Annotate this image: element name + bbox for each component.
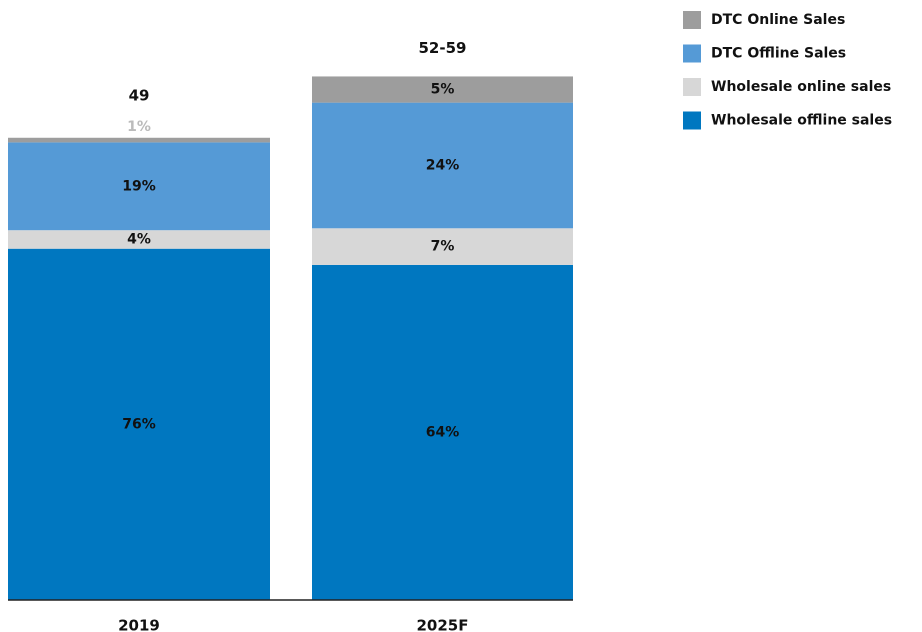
- legend-swatch: [683, 11, 701, 29]
- legend-label: DTC Online Sales: [711, 12, 845, 28]
- value-label: 64%: [426, 424, 460, 440]
- bar-segment: [8, 248, 270, 600]
- legend-label: Wholesale offline sales: [711, 113, 892, 129]
- legend-swatch: [683, 78, 701, 96]
- bar-segment: [312, 102, 573, 229]
- legend-swatch: [683, 111, 701, 130]
- x-tick-label: 2025F: [417, 617, 469, 632]
- total-label: 49: [129, 86, 150, 104]
- value-label: 4%: [127, 231, 151, 247]
- bar-segment: [8, 142, 270, 231]
- value-label: 5%: [431, 82, 455, 98]
- bar-segment: [312, 264, 573, 600]
- value-label: 76%: [122, 416, 156, 432]
- x-tick-label: 2019: [118, 617, 160, 632]
- value-label: 24%: [426, 157, 460, 173]
- legend-swatch: [683, 44, 701, 63]
- bar-segment: [8, 230, 270, 249]
- bar-segment: [312, 76, 573, 103]
- bar-segment: [8, 137, 270, 143]
- value-label: 1%: [127, 119, 151, 135]
- value-label: 7%: [431, 239, 455, 255]
- value-label: 19%: [122, 178, 156, 194]
- legend-label: DTC Offline Sales: [711, 46, 846, 62]
- total-label: 52-59: [419, 39, 467, 57]
- bar-segment: [312, 228, 573, 265]
- legend-label: Wholesale online sales: [711, 79, 891, 95]
